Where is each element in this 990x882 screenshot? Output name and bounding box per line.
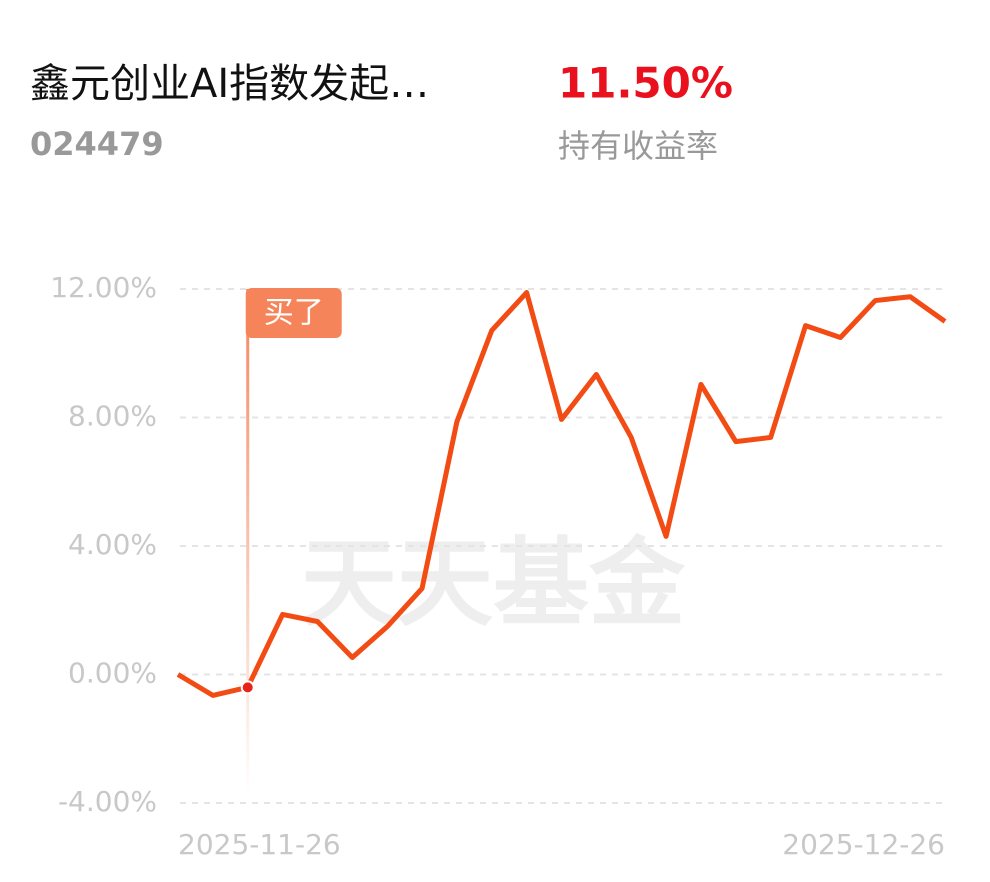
series-line (176, 290, 947, 698)
holding-return: 11.50% (558, 59, 733, 108)
y-tick-label: 12.00% (50, 271, 157, 304)
fund-title: 鑫元创业AI指数发起… (30, 61, 429, 107)
y-tick-label: 8.00% (68, 400, 157, 433)
y-tick-label: 0.00% (68, 657, 157, 690)
y-tick-label: -4.00% (58, 785, 157, 818)
watermark: 天天基金 (301, 527, 686, 639)
buy-line (246, 289, 250, 795)
buy-tag-label: 买了 (264, 296, 324, 331)
buy-tag (245, 288, 342, 338)
buy-point (240, 680, 255, 695)
y-tick-label: 4.00% (68, 528, 157, 561)
holding-return-label: 持有收益率 (558, 127, 718, 165)
fund-code: 024479 (30, 125, 164, 163)
x-tick-label: 2025-11-26 (178, 828, 341, 861)
x-tick-label: 2025-12-26 (782, 828, 945, 861)
